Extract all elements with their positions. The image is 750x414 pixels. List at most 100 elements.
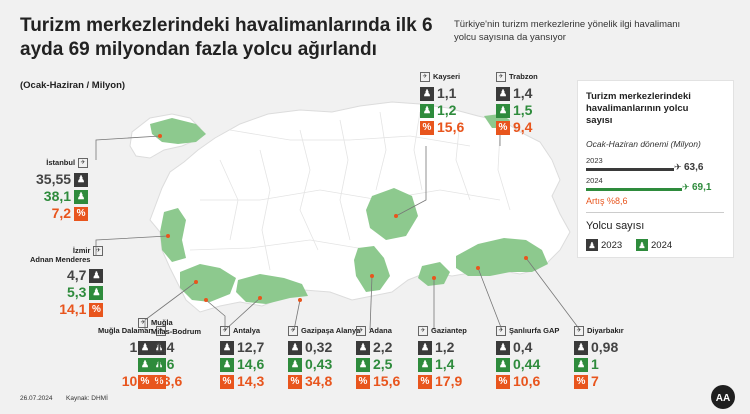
airport-name: İstanbul [46, 158, 76, 167]
passenger-icon-2024: ♟ [74, 189, 89, 204]
value-2023: 1,4 [513, 85, 533, 101]
airport-block: İzmir Adnan Menderes ✈ 4,7 ♟ 5,3 ♟ 14,1% [30, 246, 104, 318]
percent-icon: % [420, 120, 434, 135]
passenger-icon-2024: ♟ [356, 357, 370, 372]
airport-name: Adana [369, 326, 392, 335]
value-2023: 12,7 [237, 339, 265, 355]
airport-block: ✈ Diyarbakır ♟ 0,98 ♟ 1% 7 [574, 326, 624, 390]
airport-value-row: % 10,6 [496, 373, 559, 390]
plane-icon: ✈ [356, 326, 366, 336]
airport-header: ✈ Diyarbakır [574, 326, 624, 336]
airport-value-row: ♟ 2,2 [356, 339, 400, 356]
percent-icon: % [418, 374, 432, 389]
airport-name-line2: Milas-Bodrum [151, 327, 202, 336]
passenger-icon-2024: ♟ [420, 103, 434, 118]
percent-icon: % [138, 374, 152, 389]
total-bar-2024 [586, 188, 682, 191]
plane-icon: ✈ [220, 326, 230, 336]
airport-name: Muğla Milas-Bodrum [151, 318, 201, 336]
airport-header: ✈ Trabzon [496, 72, 538, 82]
leader-dots [158, 126, 528, 302]
legend-item-2023: ♟ 2023 [586, 239, 622, 251]
source-label: Kaynak: DHMİ [66, 395, 108, 402]
value-2024: 1,2 [437, 102, 457, 118]
airport-header: İzmir Adnan Menderes ✈ [30, 246, 104, 264]
airport-value-row: ♟ 1,2 [418, 339, 467, 356]
value-2023: 35,55 [36, 171, 72, 187]
airport-value-row: ♟ 1,4 [418, 356, 467, 373]
value-growth: 15,6 [437, 119, 465, 135]
airport-value-row: % 15,6 [420, 119, 464, 136]
airport-value-row: % 7 [574, 373, 624, 390]
value-growth: 7 [591, 373, 599, 389]
airport-value-row: 7,2% [36, 205, 89, 222]
date-label: 26.07.2024 [20, 395, 53, 402]
airport-block: ✈ Adana ♟ 2,2 ♟ 2,5% 15,6 [356, 326, 400, 390]
panel-year-2023: 2023 [586, 156, 603, 165]
plane-icon-2024: ✈ [682, 182, 690, 192]
panel-divider [586, 212, 724, 213]
value-2023: 1,2 [435, 339, 455, 355]
passenger-icon-2023: ♟ [418, 340, 432, 355]
chart-subtitle: Türkiye'nin turizm merkezlerine yönelik … [454, 19, 681, 43]
plane-icon-2023: ✈ [674, 162, 682, 172]
passenger-icon-2024: ♟ [220, 357, 234, 372]
value-2023: 2,2 [373, 339, 393, 355]
passenger-icon-2023: ♟ [496, 86, 510, 101]
plane-icon: ✈ [496, 326, 506, 336]
airport-block: İstanbul ✈ 35,55 ♟ 38,1 ♟ 7,2% [36, 158, 89, 222]
airport-value-row: ♟ 1,1 [420, 85, 464, 102]
airport-block: ✈ Gazipaşa Alanya ♟ 0,32 ♟ 0,43% 34,8 [288, 326, 360, 390]
highlight-antalya [236, 274, 308, 304]
value-2024: 0,43 [305, 356, 333, 372]
passenger-icon-2024: ♟ [418, 357, 432, 372]
airport-name: İzmir Adnan Menderes [30, 246, 90, 264]
airport-header: ✈ Gazipaşa Alanya [288, 326, 360, 336]
airport-value-row: ♟ 1,5 [496, 102, 538, 119]
airport-value-row: 38,1 ♟ [36, 188, 89, 205]
airport-name: Trabzon [509, 72, 538, 81]
passenger-icon-2023: ♟ [356, 340, 370, 355]
plane-icon: ✈ [288, 326, 298, 336]
value-growth: 15,6 [373, 373, 401, 389]
airport-value-row: ♟ 14,6 [220, 356, 264, 373]
airport-value-row: ♟ 1,4 [496, 85, 538, 102]
value-growth: 13,6 [155, 373, 183, 389]
plane-icon: ✈ [496, 72, 506, 82]
airport-header: ✈ Antalya [220, 326, 264, 336]
chart-title: Turizm merkezlerindeki havalimanlarında … [20, 15, 433, 60]
passenger-icon-2023: ♟ [574, 340, 588, 355]
value-2024: 1,6 [155, 356, 175, 372]
airport-value-row: ♟ 0,43 [288, 356, 360, 373]
passenger-icon-2023: ♟ [288, 340, 302, 355]
airport-value-row: % 34,8 [288, 373, 360, 390]
airport-value-row: ♟ 1,2 [420, 102, 464, 119]
airport-header: ✈ Kayseri [420, 72, 464, 82]
panel-growth: Artış %8,6 [586, 196, 628, 206]
percent-icon: % [74, 206, 89, 221]
airport-value-row: ♟ 1,4 [138, 339, 201, 356]
passenger-icon-2023: ♟ [420, 86, 434, 101]
plane-icon: ✈ [138, 318, 148, 328]
percent-icon: % [89, 302, 104, 317]
airport-block: ✈ Muğla Milas-Bodrum ♟ 1,4 ♟ 1,6% 13,6 [138, 318, 201, 390]
airport-name: Şanlıurfa GAP [509, 326, 560, 335]
value-growth: 17,9 [435, 373, 463, 389]
total-bar-2023 [586, 168, 674, 171]
percent-icon: % [496, 120, 510, 135]
value-2024: 38,1 [43, 188, 72, 204]
airport-value-row: ♟ 0,32 [288, 339, 360, 356]
plane-icon: ✈ [93, 246, 104, 256]
airport-header: ✈ Adana [356, 326, 400, 336]
value-2023: 0,32 [305, 339, 333, 355]
value-growth: 7,2 [51, 205, 72, 221]
highlight-adana [354, 246, 390, 292]
value-2023: 0,4 [513, 339, 533, 355]
value-2023: 4,7 [66, 267, 87, 283]
legend-label-2024: 2024 [651, 239, 673, 251]
airport-block: ✈ Antalya ♟ 12,7 ♟ 14,6% 14,3 [220, 326, 264, 390]
airport-value-row: ♟ 0,4 [496, 339, 559, 356]
panel-year-2024: 2024 [586, 176, 603, 185]
airport-block: ✈ Trabzon ♟ 1,4 ♟ 1,5% 9,4 [496, 72, 538, 136]
